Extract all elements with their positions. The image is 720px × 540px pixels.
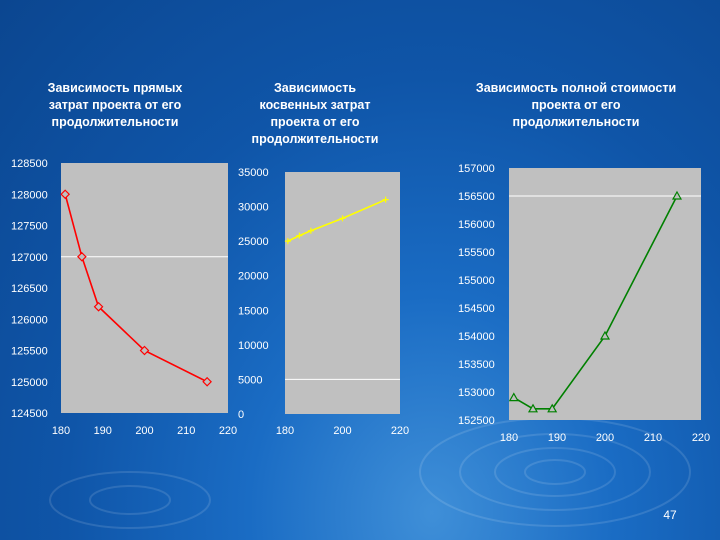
y-tick-label: 155000 xyxy=(458,275,495,287)
data-point xyxy=(671,190,683,200)
x-tick-label: 190 xyxy=(94,425,112,437)
x-tick-label: 200 xyxy=(596,432,614,444)
page-number: 47 xyxy=(663,508,677,522)
plot-area xyxy=(61,163,228,413)
x-tick-label: 220 xyxy=(219,425,237,437)
data-point xyxy=(339,215,346,222)
y-tick-label: 153500 xyxy=(458,359,495,371)
chart-title-indirect-costs: Зависимость косвенных затрат проекта от … xyxy=(251,81,379,146)
y-tick-label: 127000 xyxy=(11,252,48,264)
x-tick-label: 220 xyxy=(692,432,710,444)
y-tick-label: 128000 xyxy=(11,189,48,201)
y-tick-label: 154500 xyxy=(458,303,495,315)
y-tick-label: 156500 xyxy=(458,191,495,203)
y-tick-label: 30000 xyxy=(238,202,269,214)
y-tick-label: 126500 xyxy=(11,283,48,295)
x-tick-label: 220 xyxy=(391,425,409,437)
x-tick-label: 180 xyxy=(276,425,294,437)
data-point xyxy=(139,345,150,356)
y-tick-label: 125000 xyxy=(11,377,48,389)
data-point xyxy=(93,301,104,312)
data-point xyxy=(382,196,389,203)
x-tick-label: 180 xyxy=(500,432,518,444)
y-tick-label: 20000 xyxy=(238,271,269,283)
x-tick-label: 210 xyxy=(177,425,195,437)
y-tick-label: 154000 xyxy=(458,331,495,343)
plot-area xyxy=(285,172,400,414)
chart-total-cost: 157000 156500 156000 155500 155000 154500 1540… xyxy=(458,163,710,444)
data-point xyxy=(202,376,212,387)
data-point xyxy=(599,330,611,340)
x-tick-label: 200 xyxy=(135,425,153,437)
chart-indirect-costs: 35000 30000 25000 20000 15000 10000 5000 0 180 20… xyxy=(238,167,409,437)
y-tick-label: 156000 xyxy=(458,219,495,231)
chart-direct-costs: 128500 128000 127500 127000 126500 126000 1255… xyxy=(11,158,237,437)
y-tick-label: 15000 xyxy=(238,305,269,317)
y-tick-label: 124500 xyxy=(11,408,48,420)
data-point xyxy=(284,238,291,245)
data-point xyxy=(296,232,303,239)
data-point xyxy=(307,227,314,234)
data-point xyxy=(60,189,71,200)
x-tick-label: 180 xyxy=(52,425,70,437)
x-tick-label: 190 xyxy=(548,432,566,444)
y-tick-label: 155500 xyxy=(458,247,495,259)
y-tick-label: 125500 xyxy=(11,346,48,358)
x-tick-label: 210 xyxy=(644,432,662,444)
x-tick-label: 200 xyxy=(333,425,351,437)
y-tick-label: 5000 xyxy=(238,374,262,386)
y-tick-label: 25000 xyxy=(238,236,269,248)
chart-title-total-cost: Зависимость полной стоимости проекта от … xyxy=(475,81,677,129)
data-point xyxy=(547,403,558,413)
chart-title-direct-costs: Зависимость прямых затрат проекта от его… xyxy=(47,81,183,129)
y-tick-label: 152500 xyxy=(458,415,495,427)
y-tick-label: 35000 xyxy=(238,167,269,179)
y-tick-label: 10000 xyxy=(238,340,269,352)
y-tick-label: 157000 xyxy=(458,163,495,175)
data-point xyxy=(527,403,539,413)
y-tick-label: 128500 xyxy=(11,158,48,170)
data-point xyxy=(77,251,87,262)
y-tick-label: 127500 xyxy=(11,221,48,233)
y-tick-label: 126000 xyxy=(11,314,48,326)
y-tick-label: 153000 xyxy=(458,387,495,399)
y-tick-label: 0 xyxy=(238,409,244,421)
data-point xyxy=(508,392,519,402)
